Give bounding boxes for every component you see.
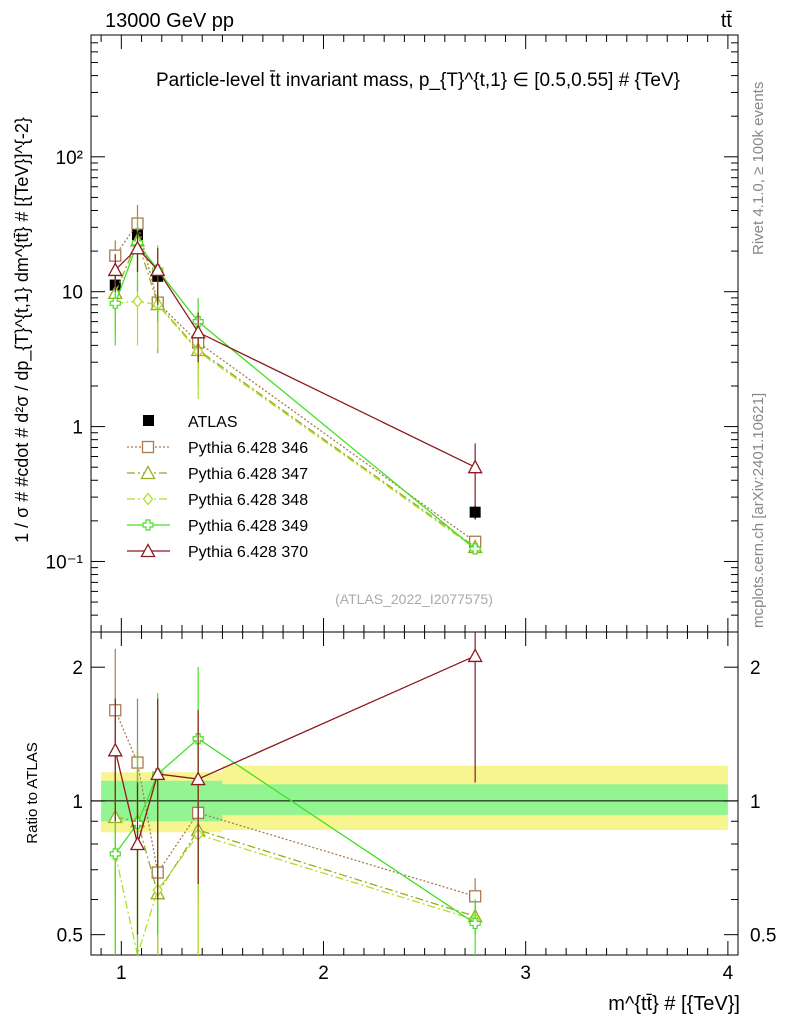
legend-label: Pythia 6.428 346 bbox=[188, 440, 308, 457]
main-marker bbox=[109, 297, 121, 309]
legend-marker bbox=[140, 543, 156, 558]
ratio-series-4 bbox=[107, 632, 483, 935]
legend-label: ATLAS bbox=[188, 414, 238, 431]
x-tick-label: 1 bbox=[116, 963, 127, 984]
ratio-bands bbox=[91, 765, 738, 833]
ratio-ytick-label-right: 1 bbox=[750, 792, 761, 813]
main-marker bbox=[107, 262, 123, 277]
legend-marker bbox=[141, 440, 155, 454]
main-axes: 10⁻¹ 1 10 10² bbox=[46, 34, 738, 633]
ratio-marker bbox=[129, 836, 146, 851]
ratio-ytick-label-right: 0.5 bbox=[750, 926, 776, 947]
ratio-marker bbox=[107, 742, 123, 757]
x-tick-label: 4 bbox=[723, 963, 734, 984]
main-series-layer bbox=[107, 204, 483, 555]
legend-entry-5: Pythia 6.428 370 bbox=[127, 543, 308, 561]
ratio-frame bbox=[90, 631, 739, 956]
ratio-marker bbox=[467, 648, 483, 663]
legend-marker bbox=[142, 519, 154, 531]
main-series-5 bbox=[107, 231, 483, 506]
ratio-ytick-label-right: 2 bbox=[750, 658, 761, 679]
main-marker bbox=[467, 459, 483, 474]
ratio-ytick-label-left: 2 bbox=[72, 658, 83, 679]
legend-entry-0: ATLAS bbox=[143, 414, 238, 431]
ratio-marker bbox=[190, 771, 206, 786]
ratio-ylabel: Ratio to ATLAS bbox=[24, 742, 41, 843]
ratio-ytick-label-left: 0.5 bbox=[57, 926, 83, 947]
energy-label: 13000 GeV pp bbox=[105, 10, 234, 32]
ratio-axes: 0.5 0.5 1 1 2 2 1 2 3 4 bbox=[57, 632, 776, 984]
main-marker bbox=[190, 324, 206, 339]
main-panel: Particle-level t̄t invariant mass, p_{T}… bbox=[12, 34, 739, 633]
legend-marker bbox=[140, 465, 156, 480]
main-ylabel: 1 / σ # #cdot # d²σ / dp_{T}^{t,1} dm^{t… bbox=[12, 117, 33, 543]
legend-label: Pythia 6.428 370 bbox=[188, 544, 308, 561]
ratio-band-stat bbox=[222, 784, 728, 815]
main-ytick-label: 10 bbox=[62, 283, 83, 304]
atlas-data-point bbox=[469, 506, 481, 518]
legend-marker bbox=[143, 415, 154, 426]
legend-label: Pythia 6.428 349 bbox=[188, 518, 308, 535]
ratio-series-layer bbox=[107, 632, 483, 958]
main-ytick-label: 10⁻¹ bbox=[46, 552, 84, 573]
ratio-marker bbox=[150, 766, 166, 781]
main-marker bbox=[469, 543, 481, 555]
process-label: tt̄ bbox=[721, 10, 733, 32]
legend-label: Pythia 6.428 347 bbox=[188, 466, 308, 483]
main-series-3 bbox=[110, 276, 481, 555]
ratio-series-line bbox=[114, 833, 476, 958]
mcplots-label: mcplots.cern.ch [arXiv:2401.10621] bbox=[750, 393, 767, 628]
legend: ATLAS Pythia 6.428 346 Pythia 6.428 347 Pyt… bbox=[127, 414, 308, 561]
x-tick-label: 2 bbox=[318, 963, 329, 984]
legend-entry-4: Pythia 6.428 349 bbox=[127, 518, 308, 535]
ratio-panel: Ratio to ATLAS m^{tt̄} # [{TeV}] 0.5 0.5 1… bbox=[24, 631, 776, 1015]
ratio-marker bbox=[109, 848, 121, 860]
analysis-watermark: (ATLAS_2022_I2077575) bbox=[335, 591, 493, 607]
main-series-line bbox=[114, 247, 476, 468]
main-ytick-label: 1 bbox=[72, 418, 83, 439]
main-marker bbox=[150, 262, 166, 277]
main-title: Particle-level t̄t invariant mass, p_{T}… bbox=[156, 70, 680, 91]
x-tick-label: 3 bbox=[520, 963, 531, 984]
legend-marker bbox=[142, 492, 154, 506]
ratio-marker bbox=[469, 917, 481, 930]
x-axis-label: m^{tt̄} # [{TeV}] bbox=[608, 993, 740, 1015]
legend-entry-1: Pythia 6.428 346 bbox=[127, 440, 308, 457]
legend-label: Pythia 6.428 348 bbox=[188, 492, 308, 509]
main-frame bbox=[90, 34, 739, 633]
main-ytick-label: 10² bbox=[56, 148, 83, 169]
main-series-line bbox=[115, 300, 476, 549]
main-marker bbox=[132, 294, 143, 308]
ratio-ytick-label-left: 1 bbox=[72, 792, 83, 813]
legend-entry-2: Pythia 6.428 347 bbox=[127, 465, 308, 483]
legend-entry-3: Pythia 6.428 348 bbox=[127, 492, 308, 509]
rivet-label: Rivet 4.1.0, ≥ 100k events bbox=[750, 82, 767, 255]
main-marker bbox=[129, 240, 146, 255]
